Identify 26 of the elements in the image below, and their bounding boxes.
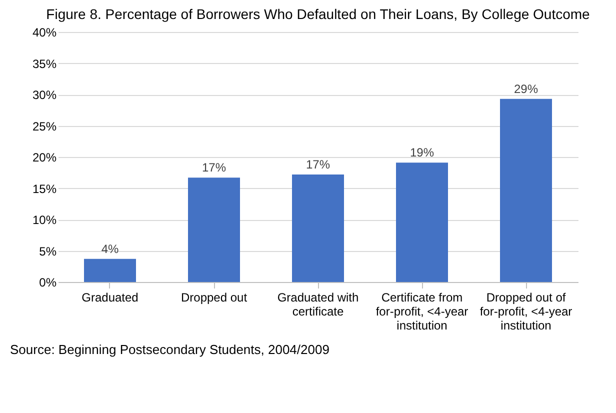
y-tick-label: 10%	[32, 213, 57, 227]
x-tick-label: Dropped out	[180, 290, 248, 304]
x-tick-label: Graduated	[82, 290, 138, 304]
data-label: 17%	[306, 158, 330, 172]
y-tick-label: 20%	[32, 150, 57, 164]
bar	[396, 162, 448, 282]
source-note: Source: Beginning Postsecondary Students, 2004/2009	[10, 342, 330, 357]
bar	[84, 258, 136, 282]
data-label: 17%	[202, 160, 226, 175]
y-tick-label: 0%	[39, 276, 57, 290]
bar	[292, 174, 344, 282]
x-tick-label: Dropped out of for-profit, <4-year institution	[480, 290, 572, 332]
y-tick-label: 15%	[32, 182, 57, 196]
y-tick-label: 25%	[32, 119, 57, 134]
bar	[500, 98, 552, 282]
bar	[188, 178, 240, 282]
y-tick-label: 40%	[32, 26, 57, 40]
data-label: 29%	[514, 82, 538, 96]
data-label: 4%	[101, 242, 119, 256]
y-tick-label: 30%	[32, 88, 57, 102]
x-tick-label: Graduated with certificate	[277, 290, 359, 318]
chart-title: Figure 8. Percentage of Borrowers Who Defaulted on Their Loans, By College Outcome	[46, 6, 590, 22]
x-tick-label: Certificate from for-profit, <4-year institution	[376, 290, 468, 332]
data-label: 19%	[410, 146, 434, 160]
y-tick-label: 5%	[39, 244, 57, 258]
y-tick-label: 35%	[32, 56, 57, 71]
